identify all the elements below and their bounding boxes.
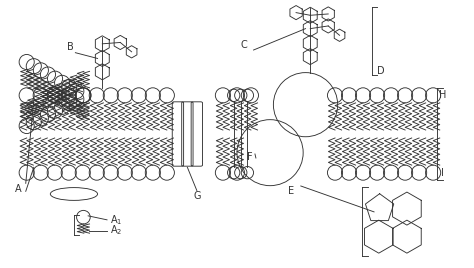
Text: A$_1$: A$_1$ bbox=[110, 213, 123, 227]
Text: I: I bbox=[441, 168, 444, 178]
Text: C: C bbox=[241, 40, 247, 50]
Text: A: A bbox=[15, 184, 22, 194]
Text: E: E bbox=[288, 186, 294, 196]
Text: D: D bbox=[377, 66, 385, 76]
Text: F: F bbox=[247, 152, 253, 162]
Text: G: G bbox=[193, 191, 201, 201]
Text: A$_2$: A$_2$ bbox=[110, 224, 123, 237]
Text: B: B bbox=[67, 42, 74, 52]
Text: H: H bbox=[439, 90, 447, 100]
